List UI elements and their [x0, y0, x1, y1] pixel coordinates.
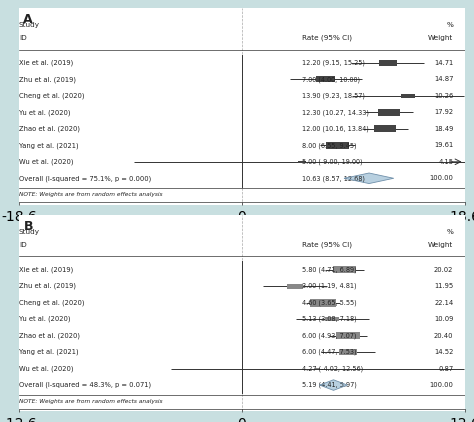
Text: Rate (95% CI): Rate (95% CI): [302, 35, 352, 41]
Text: 12.20 (9.15, 15.25): 12.20 (9.15, 15.25): [302, 60, 365, 66]
Text: Yu et al. (2020): Yu et al. (2020): [19, 316, 71, 322]
Text: 100.00: 100.00: [429, 382, 453, 388]
Text: Zhu et al. (2019): Zhu et al. (2019): [19, 283, 76, 289]
Text: 0.87: 0.87: [438, 365, 453, 372]
Text: NOTE: Weights are from random effects analysis: NOTE: Weights are from random effects an…: [19, 399, 163, 404]
Text: %: %: [447, 229, 453, 235]
Text: ID: ID: [19, 35, 27, 41]
Text: 5.19 (4.41, 5.97): 5.19 (4.41, 5.97): [302, 382, 356, 388]
Text: Yu et al. (2020): Yu et al. (2020): [19, 109, 71, 116]
Bar: [315, 368, 320, 369]
Bar: [379, 60, 397, 66]
Text: Overall (I-squared = 48.3%, p = 0.071): Overall (I-squared = 48.3%, p = 0.071): [19, 382, 151, 388]
Text: 7.00 (4.00, 10.00): 7.00 (4.00, 10.00): [302, 76, 360, 83]
Bar: [378, 109, 400, 116]
Bar: [401, 94, 415, 98]
Text: Wu et al. (2020): Wu et al. (2020): [19, 159, 73, 165]
Text: 6.00 (4.93, 7.07): 6.00 (4.93, 7.07): [302, 333, 356, 339]
Bar: [326, 317, 339, 321]
Text: 4.27 (-4.02, 12.56): 4.27 (-4.02, 12.56): [302, 365, 363, 372]
Text: A: A: [23, 14, 33, 27]
Text: 12.30 (10.27, 14.33): 12.30 (10.27, 14.33): [302, 109, 369, 116]
Text: 4.15: 4.15: [438, 159, 453, 165]
Text: Study: Study: [19, 22, 40, 28]
Text: 13.90 (9.23, 18.57): 13.90 (9.23, 18.57): [302, 92, 365, 99]
Text: Overall (I-squared = 75.1%, p = 0.000): Overall (I-squared = 75.1%, p = 0.000): [19, 175, 151, 181]
Text: Yang et al. (2021): Yang et al. (2021): [19, 142, 79, 149]
Text: 14.52: 14.52: [434, 349, 453, 355]
Text: Weight: Weight: [428, 35, 453, 41]
Text: %: %: [447, 22, 453, 28]
Text: 22.14: 22.14: [434, 300, 453, 306]
Bar: [333, 266, 356, 273]
Bar: [316, 76, 335, 82]
Text: Study: Study: [19, 229, 40, 235]
Polygon shape: [345, 173, 393, 184]
Text: 20.40: 20.40: [434, 333, 453, 338]
Text: Cheng et al. (2020): Cheng et al. (2020): [19, 92, 84, 99]
Text: ID: ID: [19, 242, 27, 248]
Bar: [298, 160, 306, 163]
Text: 5.13 (3.08, 7.18): 5.13 (3.08, 7.18): [302, 316, 356, 322]
Bar: [374, 125, 396, 132]
Bar: [310, 299, 336, 306]
Text: 17.92: 17.92: [434, 109, 453, 115]
Text: Cheng et al. (2020): Cheng et al. (2020): [19, 299, 84, 306]
Text: Zhu et al. (2019): Zhu et al. (2019): [19, 76, 76, 83]
Text: Zhao et al. (2020): Zhao et al. (2020): [19, 333, 80, 339]
Text: 10.26: 10.26: [434, 93, 453, 99]
Text: 10.63 (8.57, 12.68): 10.63 (8.57, 12.68): [302, 175, 365, 181]
Text: 6.00 (4.47, 7.53): 6.00 (4.47, 7.53): [302, 349, 356, 355]
Text: 19.61: 19.61: [434, 142, 453, 148]
Text: Zhao et al. (2020): Zhao et al. (2020): [19, 126, 80, 132]
Text: 3.00 (1.19, 4.81): 3.00 (1.19, 4.81): [302, 283, 356, 289]
Text: Weight: Weight: [428, 242, 453, 248]
Text: 12.00 (10.16, 13.84): 12.00 (10.16, 13.84): [302, 126, 369, 132]
Text: 8.00 (6.55, 9.45): 8.00 (6.55, 9.45): [302, 142, 356, 149]
Bar: [339, 349, 357, 355]
Text: Xie et al. (2019): Xie et al. (2019): [19, 266, 73, 273]
Text: 4.60 (3.65, 5.55): 4.60 (3.65, 5.55): [302, 299, 356, 306]
Text: 100.00: 100.00: [429, 175, 453, 181]
Text: 14.87: 14.87: [434, 76, 453, 82]
Text: Xie et al. (2019): Xie et al. (2019): [19, 60, 73, 66]
Text: Yang et al. (2021): Yang et al. (2021): [19, 349, 79, 355]
Text: 11.95: 11.95: [434, 283, 453, 289]
Bar: [326, 142, 349, 149]
Text: 14.71: 14.71: [434, 60, 453, 66]
Text: B: B: [23, 220, 33, 233]
Text: Wu et al. (2020): Wu et al. (2020): [19, 365, 73, 372]
Text: 5.00 (-9.00, 19.00): 5.00 (-9.00, 19.00): [302, 159, 363, 165]
Text: NOTE: Weights are from random effects analysis: NOTE: Weights are from random effects an…: [19, 192, 163, 197]
Text: 18.49: 18.49: [434, 126, 453, 132]
Text: 5.80 (4.71, 6.89): 5.80 (4.71, 6.89): [302, 266, 356, 273]
Bar: [287, 284, 302, 289]
Text: Rate (95% CI): Rate (95% CI): [302, 242, 352, 248]
Text: 20.02: 20.02: [434, 267, 453, 273]
Bar: [336, 332, 360, 339]
Polygon shape: [319, 380, 347, 390]
Text: 10.09: 10.09: [434, 316, 453, 322]
